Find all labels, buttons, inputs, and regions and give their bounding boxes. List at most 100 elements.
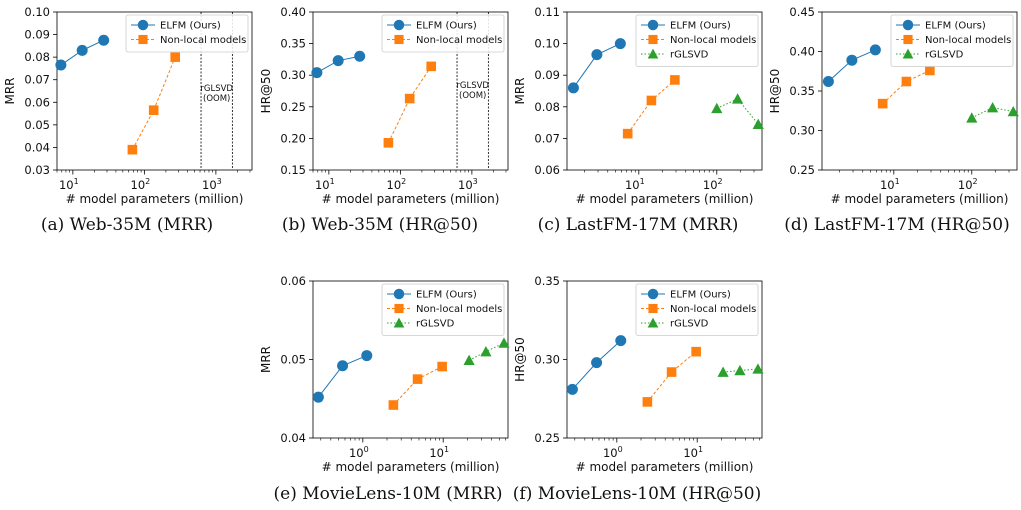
p2-series-point-2: [426, 61, 437, 72]
p4-axes-frame: [821, 11, 1018, 171]
p4-series-line-2: [882, 70, 931, 105]
p4-y-tick-label: 0.30: [789, 124, 815, 138]
p1-x-axis-label: # model parameters (million): [66, 192, 244, 206]
p3-legend-label-3: rGLSVD: [670, 50, 709, 61]
p2-y-tick-label: 0.40: [280, 5, 306, 19]
p1-series-point-1: [55, 59, 67, 71]
p1-y-tick-label: 0.05: [24, 118, 50, 132]
p6-x-tick-label: 101: [683, 445, 703, 460]
p1-x-tick-label: 101: [59, 177, 79, 192]
p5-legend-box: [381, 283, 505, 336]
p6-series-line-1: [572, 340, 622, 390]
p6-series-point-3: [717, 366, 729, 377]
caption-c: (c) LastFM-17M (MRR): [537, 215, 739, 235]
p5-series-point-2: [412, 374, 423, 384]
p1-y-tick-label: 0.09: [24, 28, 50, 42]
p2-series-line-1: [316, 55, 360, 74]
p3-series-point-2: [622, 128, 633, 139]
p5-y-tick-label: 0.04: [280, 431, 306, 445]
p1-series-point-2: [148, 105, 159, 115]
p4-series-point-3: [1007, 105, 1019, 117]
p3-legend-label-1: ELFM (Ours): [670, 21, 731, 32]
p6-x-tick-label: 100: [603, 445, 623, 460]
p5-y-tick-label: 0.06: [280, 274, 306, 288]
p1-legend-marker-2: [138, 34, 148, 45]
p3-series-point-2: [670, 75, 680, 85]
caption-d: (d) LastFM-17M (HR@50): [784, 215, 1010, 235]
p2-axes-frame: [312, 11, 509, 171]
p4-series-point-2: [925, 65, 935, 76]
p6-legend-label-3: rGLSVD: [670, 319, 709, 330]
p3-series-point-3: [752, 118, 764, 129]
p1-series-point-1: [76, 44, 88, 56]
p3-series-line-1: [573, 43, 621, 89]
p6-series-point-2: [666, 367, 677, 377]
p3-series-line-3: [716, 98, 759, 125]
p4-x-tick-label: 102: [958, 177, 978, 192]
p6-y-tick-label: 0.25: [534, 431, 560, 445]
p3-x-axis-label: # model parameters (million): [576, 192, 754, 206]
p5-legend-label-2: Non-local models: [416, 304, 502, 315]
p1-y-tick-label: 0.08: [24, 50, 50, 64]
p4-series-point-1: [869, 44, 881, 56]
p4-y-tick-label: 0.40: [789, 45, 815, 59]
p4-y-axis-label: HR@50: [768, 69, 782, 114]
p6-legend-marker-1: [647, 288, 659, 300]
p6-legend-marker-2: [648, 303, 658, 314]
p5-y-tick-label: 0.05: [280, 353, 306, 367]
p3-legend-marker-3: [647, 48, 659, 59]
p2-series-point-1: [332, 55, 344, 67]
p2-y-tick-label: 0.30: [280, 68, 306, 82]
p2-series-point-2: [383, 138, 394, 148]
p5-series-point-3: [463, 354, 475, 366]
p2-legend-label-1: ELFM (Ours): [416, 21, 477, 32]
p5-series-line-1: [317, 355, 367, 398]
p6-y-tick-label: 0.35: [534, 274, 560, 288]
p1-legend-box: [125, 14, 249, 53]
p3-series-point-2: [646, 95, 657, 106]
p3-y-tick-label: 0.11: [534, 5, 560, 19]
p1-axes-frame: [56, 11, 253, 171]
p2-series-point-1: [311, 67, 323, 79]
p6-y-axis-label: HR@50: [513, 337, 527, 382]
caption-e: (e) MovieLens-10M (MRR): [273, 484, 503, 504]
p2-y-tick-label: 0.15: [280, 163, 306, 177]
p6-series-point-1: [615, 335, 627, 347]
p5-x-tick-label: 100: [349, 445, 369, 460]
p5-series-point-2: [388, 400, 399, 410]
p6-axes-frame: [566, 280, 763, 439]
p2-y-tick-label: 0.25: [280, 100, 306, 114]
p4-y-tick-label: 0.45: [789, 5, 815, 19]
p1-y-tick-label: 0.04: [24, 140, 50, 154]
p1-legend-label-1: ELFM (Ours): [160, 21, 221, 32]
p4-series-point-1: [846, 54, 858, 66]
p1-y-tick-label: 0.03: [24, 163, 50, 177]
p5-legend-marker-1: [393, 288, 405, 300]
p1-series-point-1: [98, 34, 110, 46]
p5-series-line-2: [393, 366, 443, 406]
p4-legend-marker-1: [902, 19, 914, 31]
p3-x-tick-label: 102: [703, 177, 723, 192]
p3-y-tick-label: 0.09: [534, 68, 560, 82]
p2-series-line-2: [387, 66, 432, 144]
p1-legend-label-2: Non-local models: [160, 35, 246, 46]
p4-legend-label-2: Non-local models: [925, 35, 1011, 46]
p2-series-point-1: [354, 50, 366, 62]
p5-legend-label-1: ELFM (Ours): [416, 290, 477, 301]
p2-y-tick-label: 0.20: [280, 131, 306, 145]
p3-legend-box: [635, 14, 759, 67]
p3-series-point-3: [732, 93, 744, 104]
p2-x-axis-label: # model parameters (million): [322, 192, 500, 206]
p5-series-point-1: [361, 350, 373, 362]
p1-x-tick-label: 102: [131, 177, 151, 192]
p1-oom-label: rGLSVD: [200, 84, 233, 94]
caption-a: (a) Web-35M (MRR): [40, 215, 214, 235]
p5-y-axis-label: MRR: [259, 346, 273, 373]
p6-series-point-2: [642, 397, 653, 407]
p1-legend-marker-1: [137, 19, 149, 31]
p5-series-point-3: [480, 346, 492, 357]
p3-y-tick-label: 0.10: [534, 37, 560, 51]
caption-b: (b) Web-35M (HR@50): [281, 215, 479, 235]
